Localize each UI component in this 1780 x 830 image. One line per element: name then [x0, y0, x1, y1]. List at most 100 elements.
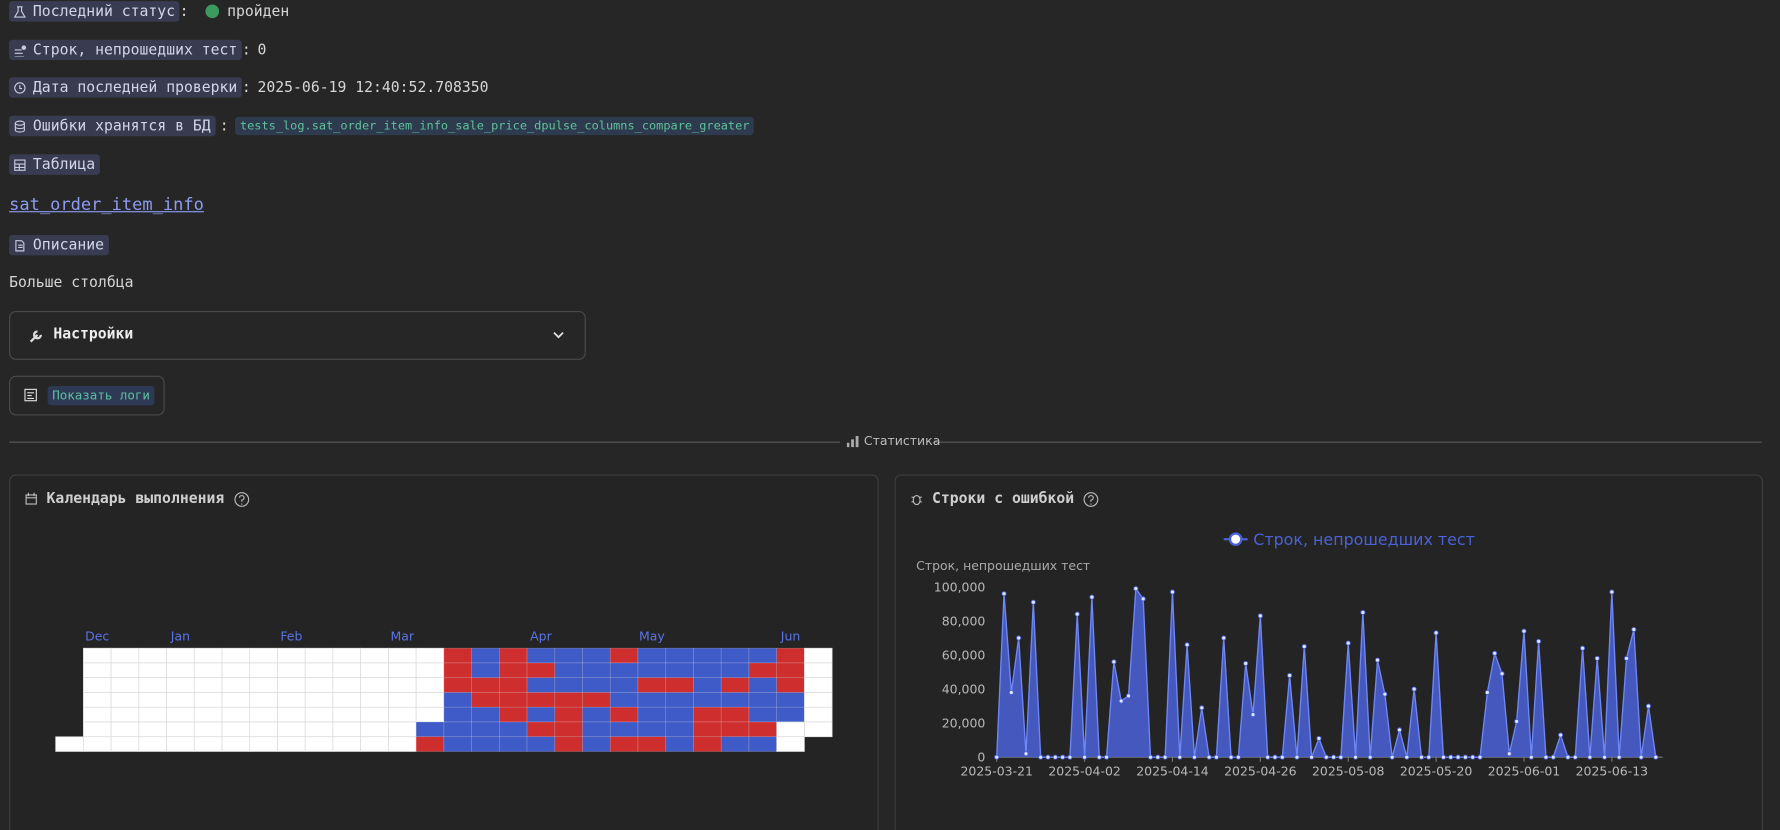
field-label: Последний статус — [9, 1, 180, 22]
calendar-cell — [193, 706, 223, 723]
logs-button[interactable]: Показать логи — [9, 375, 165, 416]
point — [1038, 754, 1044, 760]
calendar-cell — [637, 647, 667, 664]
calendar-cell — [249, 677, 278, 693]
point — [1353, 754, 1359, 760]
field-label: Описание — [9, 234, 109, 256]
point — [1565, 754, 1571, 760]
calendar-cell — [388, 692, 417, 708]
calendar-cell — [388, 721, 417, 738]
y-tick-label: 100,000 — [934, 579, 986, 594]
calendar-cell — [332, 647, 362, 664]
calendar-cell — [748, 662, 778, 679]
calendar-cell — [415, 721, 445, 738]
calendar-cell — [720, 662, 750, 679]
calendar-cell — [804, 706, 833, 723]
calendar-cell — [249, 706, 278, 723]
calendar-cell — [277, 647, 306, 664]
calendar-cell — [443, 692, 472, 708]
point — [1404, 754, 1410, 760]
calendar-cell — [388, 706, 417, 723]
calendar-cell — [693, 647, 722, 664]
point — [1594, 655, 1600, 661]
point — [1448, 754, 1454, 760]
calendar-cell — [388, 736, 417, 752]
point — [1169, 589, 1175, 595]
calendar-cell — [637, 692, 667, 708]
calendar-cell — [415, 677, 445, 693]
calendar-cell — [637, 721, 667, 738]
calendar-cell — [637, 736, 667, 752]
panel-title: Строки с ошибкой — [910, 490, 1099, 507]
calendar-cell — [277, 736, 306, 752]
stats-icon — [846, 435, 859, 448]
point — [1499, 671, 1505, 677]
logs-icon — [24, 388, 37, 402]
table-link[interactable]: sat_order_item_info — [9, 194, 204, 215]
point — [1301, 643, 1307, 649]
calendar-cell — [332, 721, 362, 738]
point — [1001, 591, 1007, 597]
calendar-cell — [471, 706, 500, 723]
calendar-cell — [693, 706, 722, 723]
calendar-cell — [554, 662, 583, 679]
calendar-cell — [249, 736, 278, 752]
calendar-cell — [221, 736, 251, 752]
calendar-cell — [304, 647, 334, 664]
point — [1433, 630, 1439, 636]
calendar-cell — [665, 692, 694, 708]
field-label: Ошибки хранятся в БД — [9, 115, 216, 137]
calendar-cell — [554, 706, 583, 723]
calendar-cell — [332, 736, 362, 752]
calendar-cell — [332, 706, 362, 723]
calendar-cell — [193, 662, 223, 679]
calendar-cell — [748, 721, 778, 738]
calendar-cell — [304, 692, 334, 708]
calendar-cell — [748, 692, 778, 708]
point — [1133, 586, 1139, 592]
calendar-cell — [360, 721, 389, 738]
calendar-cell — [110, 692, 140, 708]
point — [1521, 628, 1527, 634]
calendar-cell — [193, 677, 223, 693]
calendar-cell — [443, 677, 472, 693]
calendar-cell — [554, 692, 583, 708]
calendar-cell — [471, 721, 500, 738]
help-icon[interactable] — [1083, 491, 1099, 507]
calendar-cell — [693, 662, 722, 679]
calendar-cell — [609, 736, 639, 752]
point — [1609, 589, 1615, 595]
month-label: Mar — [391, 628, 415, 643]
calendar-cell — [388, 662, 417, 679]
calendar-cell — [193, 736, 223, 752]
help-icon[interactable] — [233, 491, 249, 507]
description-text: Больше столбца — [9, 274, 134, 292]
point — [1272, 754, 1278, 760]
calendar-cell — [83, 736, 112, 752]
calendar-cell — [221, 706, 251, 723]
icon — [14, 81, 26, 94]
point — [1492, 650, 1498, 656]
point — [1023, 751, 1029, 757]
calendar-cell — [609, 692, 639, 708]
y-tick-label: 40,000 — [942, 682, 986, 697]
point — [1235, 754, 1241, 760]
calendar-cell — [720, 736, 750, 752]
point — [1104, 754, 1110, 760]
calendar-cell — [193, 721, 223, 738]
settings-dropdown[interactable]: Настройки — [9, 311, 586, 360]
point — [1624, 655, 1630, 661]
point — [1345, 640, 1351, 646]
label-text: Последний статус — [32, 2, 176, 20]
point — [1191, 754, 1197, 760]
point — [1338, 754, 1344, 760]
point — [1360, 609, 1366, 615]
point — [1572, 754, 1578, 760]
calendar-cell — [554, 647, 583, 664]
calendar-cell — [665, 721, 694, 738]
calendar-icon — [25, 492, 37, 505]
calendar-cell — [526, 692, 556, 708]
section-label: Таблица — [9, 153, 100, 176]
month-label: Jun — [780, 628, 800, 643]
calendar-cell — [249, 721, 278, 738]
